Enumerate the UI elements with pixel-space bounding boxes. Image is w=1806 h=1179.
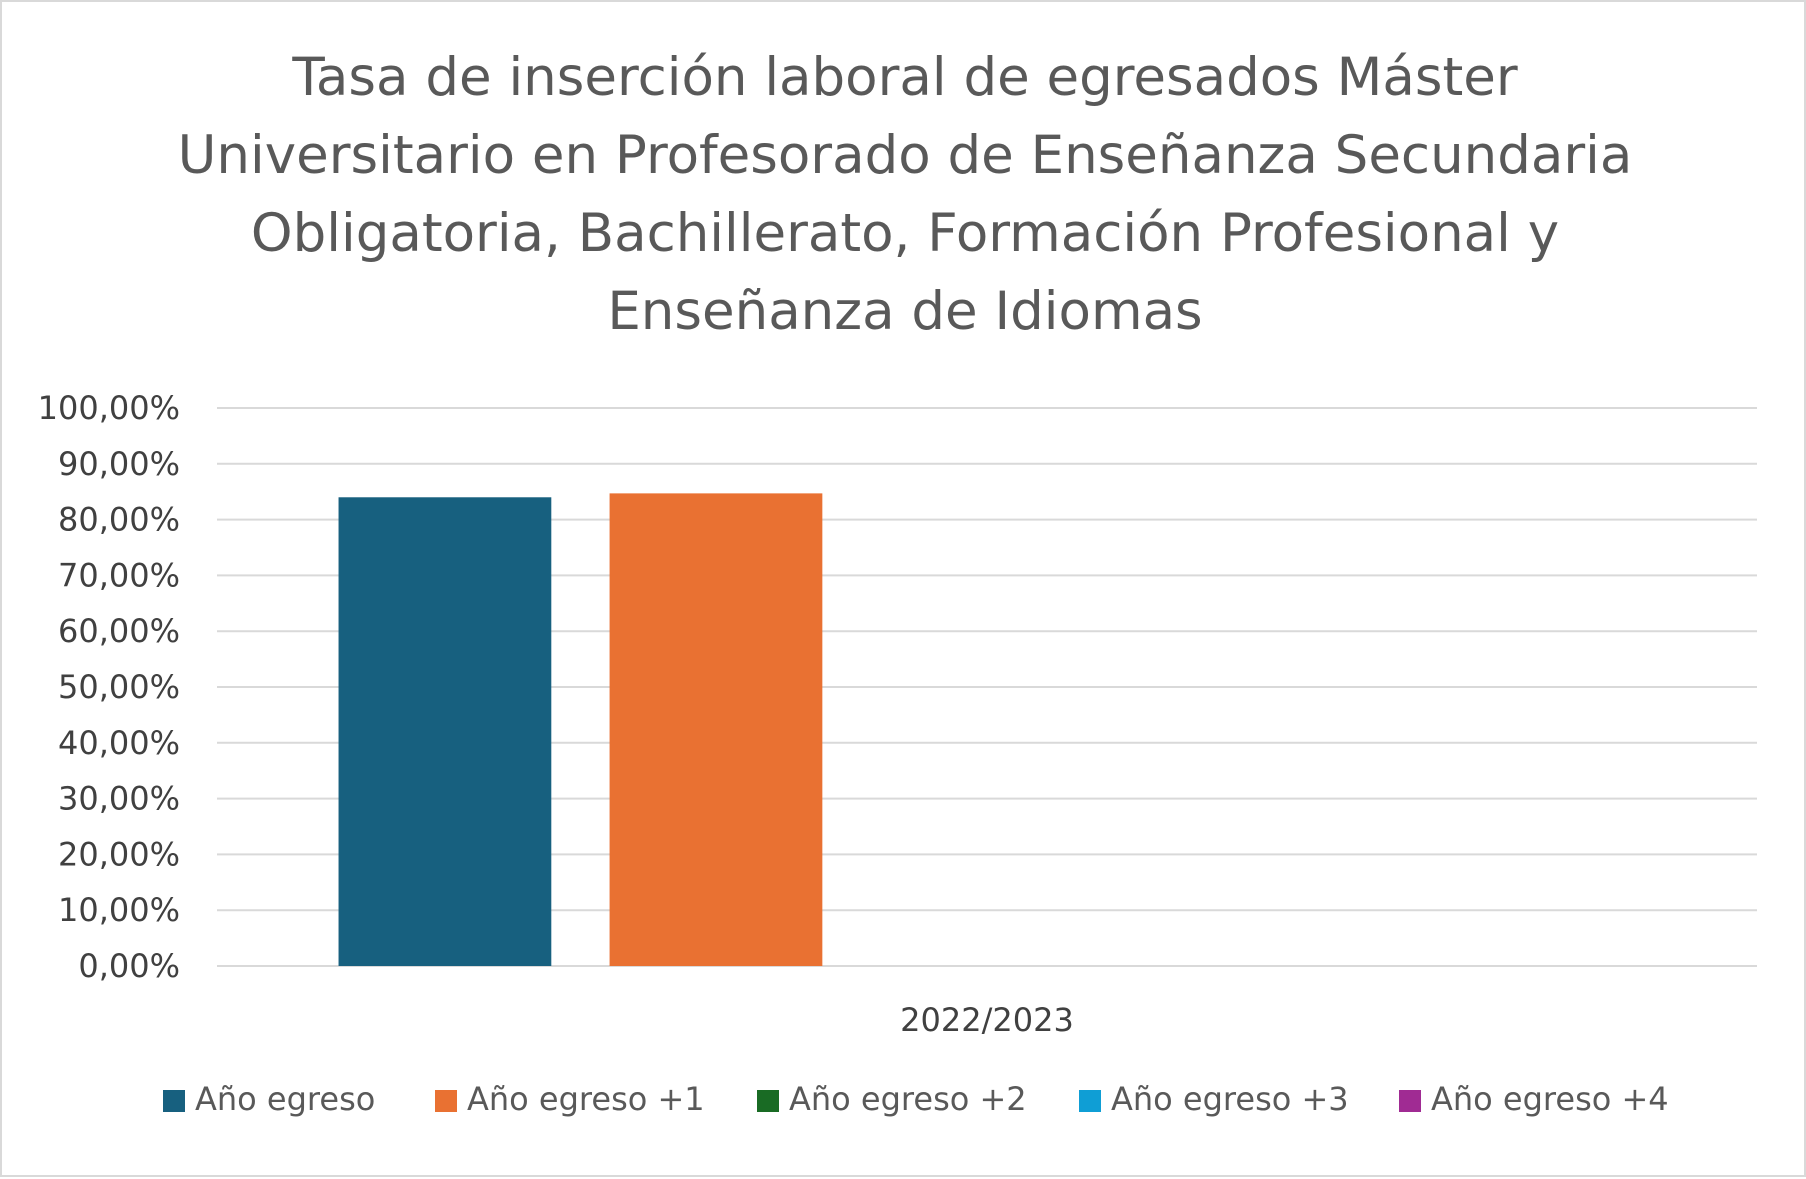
legend-label: Año egreso +4: [1431, 1080, 1669, 1118]
legend-label: Año egreso +2: [789, 1080, 1027, 1118]
y-axis-tick-labels: 0,00% 10,00% 20,00% 30,00% 40,00% 50,00% 60,00…: [38, 389, 180, 985]
chart-title-line: Tasa de inserción laboral de egresados M…: [291, 47, 1518, 108]
legend-swatch: [435, 1090, 457, 1112]
y-tick-label: 60,00%: [58, 612, 180, 650]
chart-title-line: Universitario en Profesorado de Enseñanz…: [178, 125, 1633, 186]
x-category-label: 2022/2023: [900, 1001, 1074, 1039]
y-tick-label: 100,00%: [38, 389, 180, 427]
bars: [338, 493, 823, 966]
legend: Año egreso Año egreso +1 Año egreso +2 Año …: [163, 1080, 1669, 1118]
y-tick-label: 80,00%: [58, 501, 180, 539]
y-tick-label: 10,00%: [58, 891, 180, 929]
y-tick-label: 40,00%: [58, 724, 180, 762]
y-tick-label: 30,00%: [58, 780, 180, 818]
y-tick-label: 50,00%: [58, 668, 180, 706]
legend-label: Año egreso +3: [1111, 1080, 1349, 1118]
legend-swatch: [1399, 1090, 1421, 1112]
legend-label: Año egreso +1: [467, 1080, 705, 1118]
legend-swatch: [757, 1090, 779, 1112]
bar-año-egreso: [338, 497, 552, 966]
bar-año-egreso-1: [609, 493, 823, 966]
chart-title-line: Obligatoria, Bachillerato, Formación Pro…: [251, 203, 1559, 264]
legend-swatch: [1079, 1090, 1101, 1112]
chart-title: Tasa de inserción laboral de egresados M…: [178, 47, 1633, 342]
x-axis-category-labels: 2022/2023: [900, 1001, 1074, 1039]
chart-title-line: Enseñanza de Idiomas: [607, 281, 1202, 342]
y-tick-label: 20,00%: [58, 835, 180, 873]
legend-label: Año egreso: [195, 1080, 375, 1118]
y-tick-label: 70,00%: [58, 556, 180, 594]
legend-swatch: [163, 1090, 185, 1112]
y-tick-label: 0,00%: [78, 947, 180, 985]
y-tick-label: 90,00%: [58, 445, 180, 483]
